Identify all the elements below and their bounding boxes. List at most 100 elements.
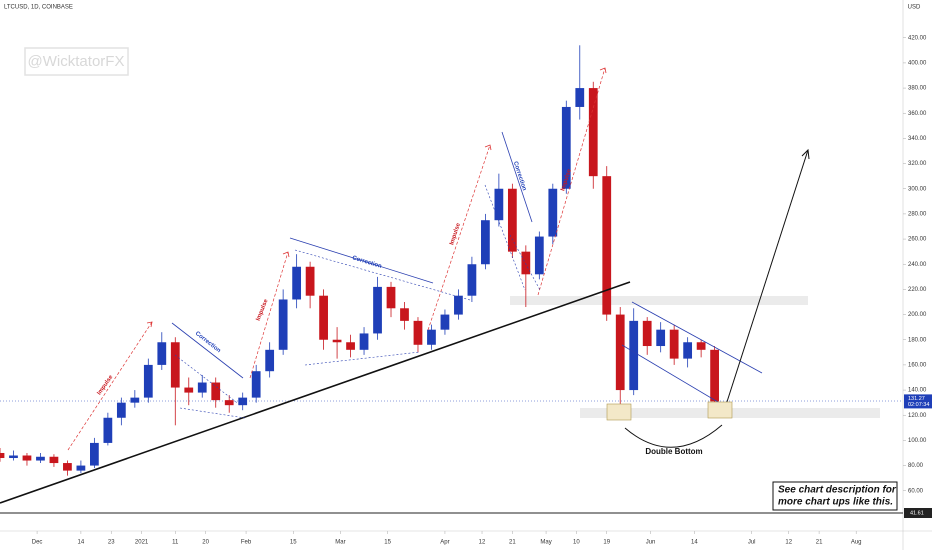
candle-body	[9, 455, 18, 459]
target-arrow-head	[801, 148, 810, 160]
impulse-arrows	[67, 67, 606, 451]
correction-dashes	[174, 184, 541, 419]
x-tick-label: 12	[479, 540, 486, 546]
candle-body	[224, 400, 234, 406]
candle-body	[22, 455, 32, 461]
countdown-label: 02:07:34	[908, 402, 929, 408]
x-tick-label: 15	[384, 540, 391, 546]
resistance-zone	[510, 296, 808, 305]
candle-body	[494, 188, 504, 221]
candle-body	[36, 456, 45, 461]
x-tick-label: Mar	[335, 540, 345, 546]
x-tick-label: 15	[290, 540, 297, 546]
candle-body	[386, 286, 396, 309]
candle-body	[359, 333, 369, 350]
y-tick-label: 240.00	[908, 262, 927, 268]
target-arrow	[724, 149, 809, 409]
candle-body	[642, 320, 652, 347]
y-tick-label: 300.00	[908, 186, 927, 192]
impulse-arrow-heads	[146, 67, 607, 328]
candle-body	[0, 452, 5, 459]
candle-body	[454, 295, 463, 315]
chart-title: LTCUSD, 1D, COINBASE	[4, 5, 73, 11]
y-tick-label: 120.00	[908, 413, 927, 419]
x-tick-label: 11	[172, 540, 179, 546]
candle-body	[251, 371, 261, 398]
x-tick-label: Jul	[748, 540, 756, 546]
candle-body	[305, 266, 315, 296]
candle-body	[63, 463, 72, 471]
x-tick-label: Dec	[32, 540, 43, 546]
y-tick-label: 100.00	[908, 438, 927, 444]
drawings	[0, 67, 898, 511]
candle-body	[440, 314, 450, 330]
x-tick-label: 21	[816, 540, 823, 546]
candle-body	[669, 329, 679, 359]
candle-body	[683, 342, 693, 359]
y-tick-label: 280.00	[908, 211, 927, 217]
candle-body	[534, 236, 544, 275]
candle-body	[332, 339, 342, 343]
candle-body	[548, 188, 558, 237]
x-tick-label: Jun	[646, 540, 656, 546]
y-tick-label: 160.00	[908, 362, 927, 368]
candle-body	[157, 342, 167, 365]
candle-body	[170, 342, 180, 388]
candle-body	[656, 329, 666, 347]
candle-body	[588, 88, 598, 177]
note-text: more chart ups like this.	[778, 497, 893, 508]
y-tick-label: 200.00	[908, 312, 927, 318]
trend-line	[0, 281, 631, 504]
candle-body	[211, 382, 221, 401]
candle-body	[49, 456, 59, 464]
candle-body	[615, 314, 625, 391]
y-tick-label: 400.00	[908, 60, 927, 66]
candle-body	[413, 320, 423, 345]
y-tick-label: 140.00	[908, 388, 927, 394]
x-tick-label: Apr	[440, 540, 449, 546]
candle-body	[130, 397, 140, 403]
candle-body	[427, 329, 436, 345]
level-label: 41.61	[910, 510, 924, 516]
candle-body	[629, 320, 639, 391]
candle-body	[116, 402, 126, 418]
candle-body	[319, 295, 328, 340]
candle-body	[467, 264, 477, 296]
candle-body	[90, 442, 99, 466]
x-tick-label: 14	[691, 540, 698, 546]
candle-body	[575, 88, 585, 107]
candle-body	[346, 342, 355, 350]
candle-body	[238, 397, 248, 406]
candle-body	[400, 308, 409, 321]
candle-body	[710, 349, 719, 402]
y-tick-label: 260.00	[908, 237, 927, 243]
y-tick-label: 80.00	[908, 463, 924, 469]
x-tick-label: 21	[509, 540, 516, 546]
x-tick-label: 12	[785, 540, 792, 546]
candle-body	[521, 251, 531, 275]
x-tick-label: 14	[78, 540, 85, 546]
candle-body	[278, 299, 288, 350]
y-tick-label: 320.00	[908, 161, 927, 167]
x-tick-label: Aug	[851, 540, 862, 546]
bottom-box	[707, 401, 733, 419]
x-tick-label: 19	[603, 540, 610, 546]
candle-body	[507, 188, 517, 252]
candle-body	[561, 106, 571, 189]
x-tick-label: May	[540, 540, 551, 546]
last-price-label: 131.27	[908, 396, 925, 402]
candle-body	[602, 176, 612, 315]
y-tick-label: 60.00	[908, 488, 924, 494]
bottom-box	[606, 403, 632, 421]
last-price-tag	[904, 394, 932, 409]
candle-body	[292, 266, 302, 300]
watermark: @WicktatorFX	[28, 53, 125, 70]
candle-body	[481, 220, 490, 265]
double-bottom-curve	[624, 424, 723, 448]
x-tick-label: 10	[573, 540, 580, 546]
candle-body	[103, 417, 113, 443]
candle-body	[373, 286, 382, 334]
candle-body	[696, 342, 706, 350]
